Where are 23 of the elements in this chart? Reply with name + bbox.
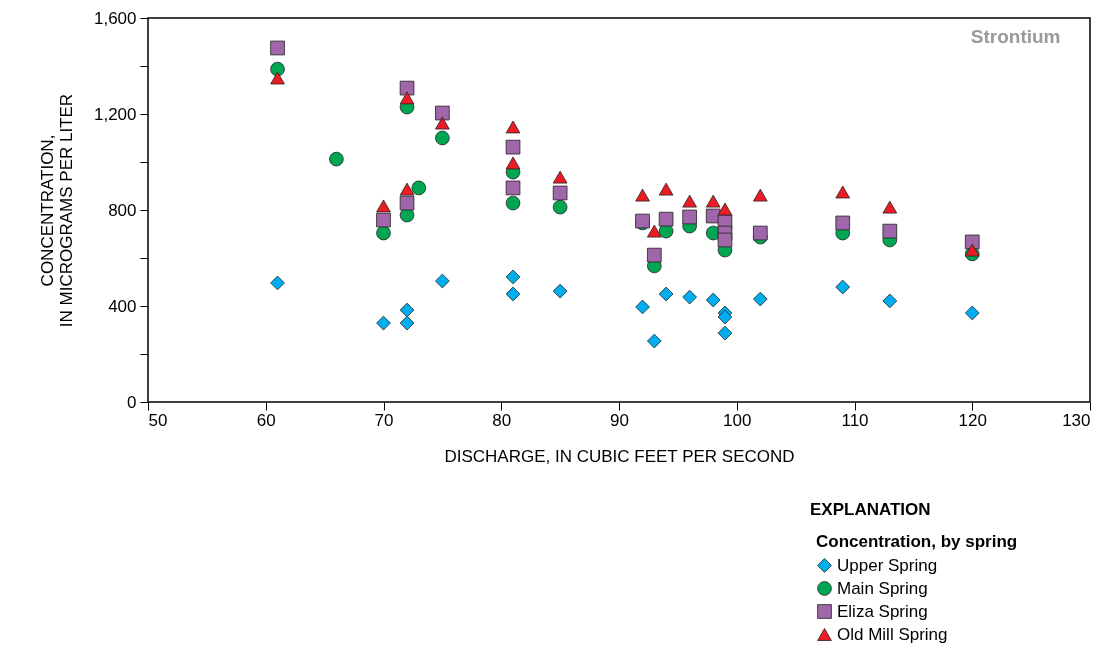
legend-title: Concentration, by spring [816,532,1018,551]
legend-label: Eliza Spring [837,601,928,621]
x-tick-label: 110 [841,410,869,430]
legend-label: Upper Spring [837,555,938,575]
x-tick-label: 70 [374,410,394,430]
x-tick-label: 60 [256,410,276,430]
x-tick-label: 130 [1062,410,1091,430]
y-tick-label: 1,200 [93,104,137,124]
chart-title: Strontium [970,26,1061,47]
x-tick-label: 120 [958,410,987,430]
legend-label: Old Mill Spring [837,624,948,644]
x-tick-label: 100 [723,410,752,430]
text: EXPLANATION [810,500,931,520]
x-tick-label: 80 [492,410,512,430]
y-tick-label: 0 [127,392,137,412]
x-axis-title: DISCHARGE, IN CUBIC FEET PER SECOND [444,446,795,466]
y-tick-label: 400 [108,296,137,316]
y-tick-label: 1,600 [93,8,137,28]
x-tick-label: 90 [610,410,629,430]
x-tick-label: 50 [148,410,168,430]
legend-label: Main Spring [837,578,928,598]
y-axis-title: CONCENTRATION, IN MICROGRAMS PER LITER [37,93,76,328]
y-tick-label: 800 [108,200,137,220]
